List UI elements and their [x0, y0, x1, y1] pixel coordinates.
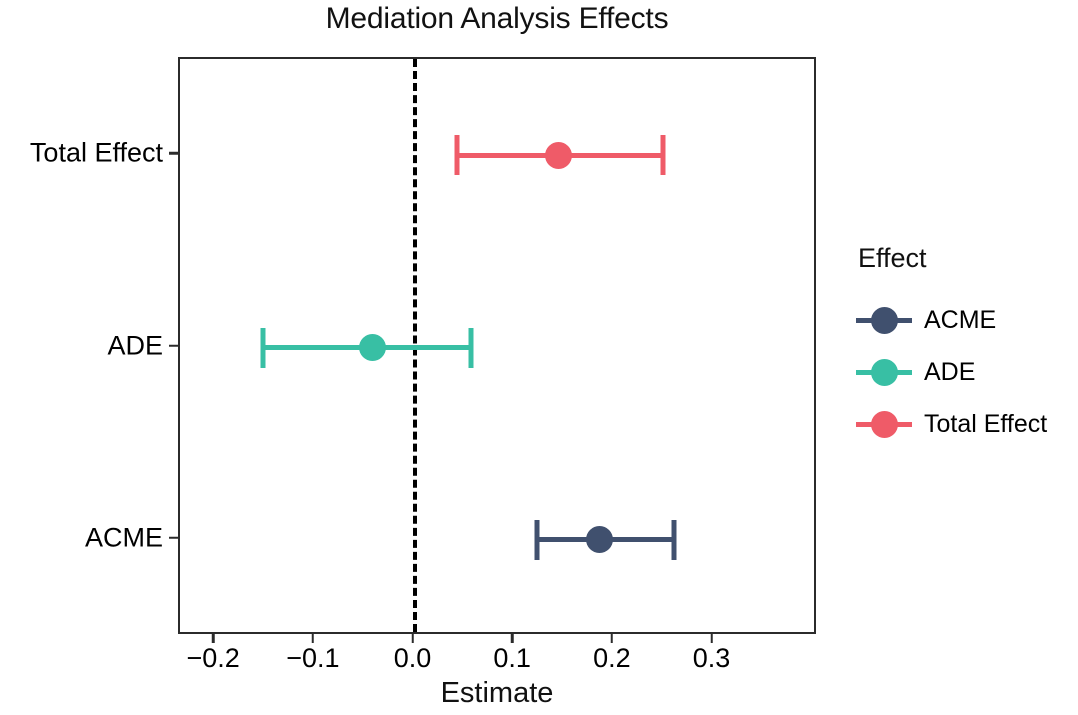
x-tick-label: −0.2	[186, 643, 240, 673]
legend-marker-icon	[856, 355, 912, 389]
legend-item-total-effect[interactable]: Total Effect	[856, 398, 1047, 450]
estimate-point	[544, 141, 572, 169]
legend-label: ADE	[924, 357, 976, 386]
y-tick-label-acme: ACME	[84, 522, 163, 553]
ci-cap-left	[260, 327, 266, 368]
y-tick-mark	[169, 344, 178, 347]
legend-items: ACME ADE Total Effect	[856, 294, 1047, 450]
x-tick-label: 0.1	[493, 643, 531, 673]
plot-area	[180, 59, 814, 632]
legend-label: Total Effect	[924, 409, 1048, 438]
ci-cap-right	[660, 135, 666, 176]
ci-cap-right	[671, 519, 677, 560]
x-tick-mark	[411, 634, 414, 643]
x-axis-title: Estimate	[440, 677, 554, 709]
legend-label: ACME	[924, 305, 997, 334]
y-tick-label-ade: ADE	[107, 330, 163, 360]
page-title: Mediation Analysis Effects	[325, 2, 669, 35]
legend-item-acme[interactable]: ACME	[856, 294, 1047, 346]
legend-title: Effect	[858, 243, 927, 273]
ci-cap-right	[468, 327, 474, 368]
estimate-point	[586, 526, 614, 554]
x-tick-mark	[311, 634, 315, 643]
legend: Effect ACME ADE Total Effect	[856, 243, 1047, 450]
x-tick-mark	[211, 634, 215, 643]
legend-marker-icon	[856, 303, 912, 337]
x-tick-label: 0.0	[393, 643, 432, 673]
y-tick-mark	[169, 536, 178, 540]
x-tick-mark	[610, 634, 614, 643]
x-tick-label: 0.3	[692, 643, 731, 673]
ci-cap-left	[534, 519, 540, 560]
estimate-point	[359, 334, 387, 361]
y-tick-mark	[169, 151, 178, 155]
legend-marker-icon	[856, 407, 912, 441]
x-tick-mark	[510, 634, 514, 643]
plot-panel	[178, 57, 816, 634]
ci-cap-left	[454, 135, 460, 176]
legend-item-ade[interactable]: ADE	[856, 346, 1047, 398]
x-tick-label: 0.2	[593, 643, 631, 673]
x-tick-mark	[710, 634, 713, 643]
x-tick-label: −0.1	[286, 643, 340, 673]
y-tick-label-total-effect: Total Effect	[29, 137, 163, 168]
